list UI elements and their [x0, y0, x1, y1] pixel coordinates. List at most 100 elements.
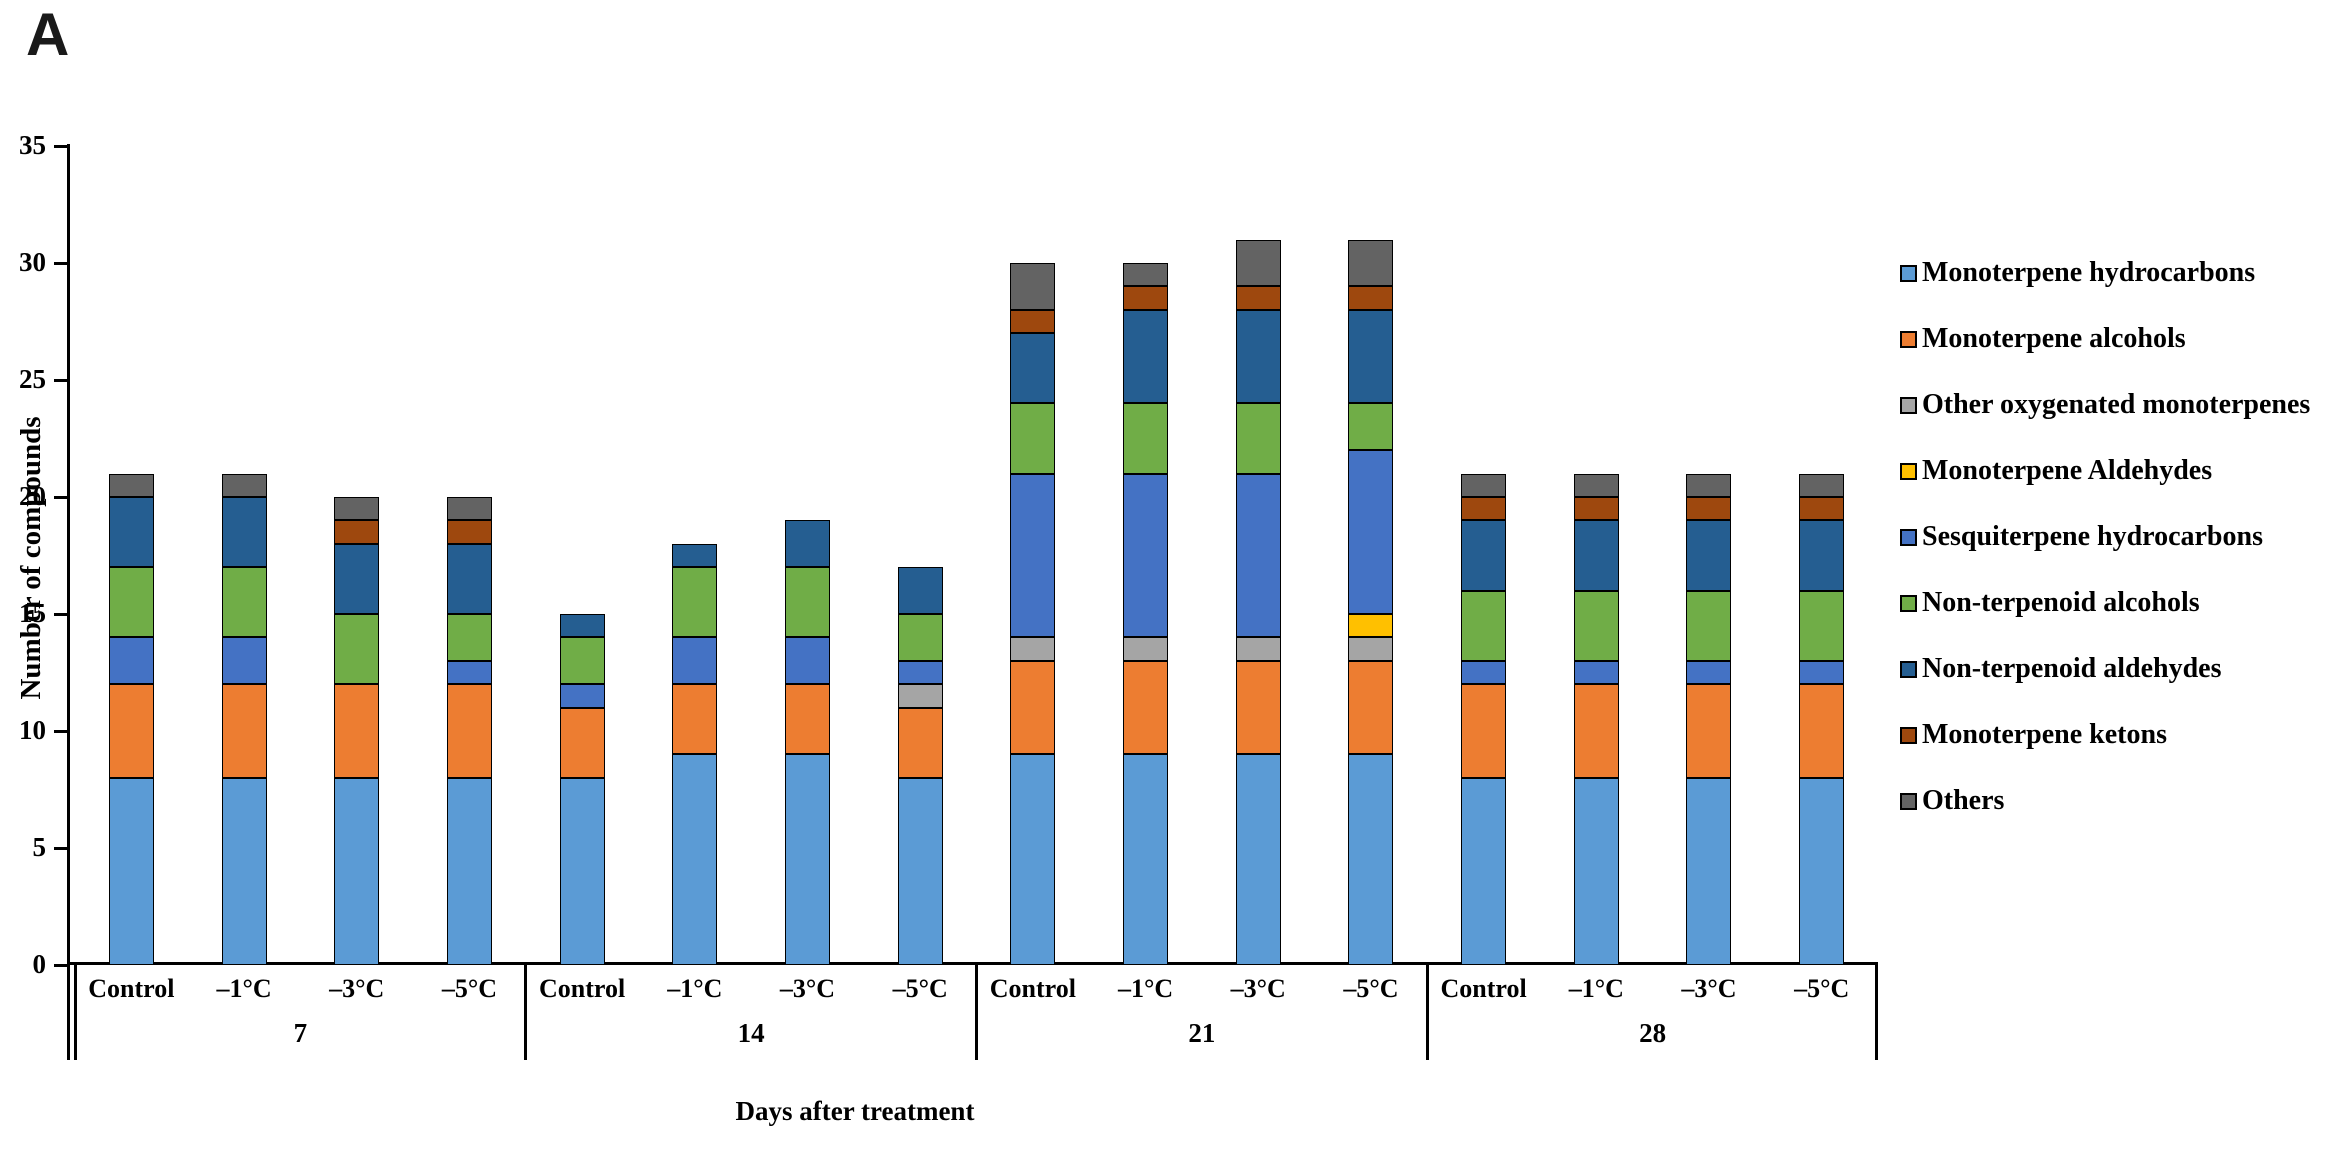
bar-segment-sesquiterpene-hydrocarbons: [559, 684, 605, 708]
bar-segment-non-terpenoid-alcohols: [108, 567, 154, 637]
category-label: –1°C: [1117, 974, 1174, 1003]
bar-segment-non-terpenoid-aldehydes: [1010, 333, 1056, 403]
bar-segment-monoterpene-hydrocarbons: [221, 778, 267, 965]
bar-segment-non-terpenoid-aldehydes: [1686, 520, 1732, 591]
legend-label: Sesquiterpene hydrocarbons: [1922, 521, 2263, 552]
bar-segment-non-terpenoid-aldehydes: [108, 497, 154, 567]
bar-segment-non-terpenoid-aldehydes: [1235, 310, 1281, 403]
group-label: 14: [737, 1018, 765, 1048]
category-label: Control: [88, 974, 175, 1003]
bar-segment-others: [1686, 474, 1732, 497]
legend-label: Monoterpene alcohols: [1922, 323, 2186, 354]
tier-separator: [975, 965, 978, 1060]
category-label: –1°C: [667, 974, 723, 1003]
bar-segment-other-oxygenated-monoterpenes: [897, 684, 943, 708]
bar-segment-monoterpene-hydrocarbons: [559, 778, 605, 965]
legend-swatch-icon: [1900, 726, 1917, 744]
bar-segment-other-oxygenated-monoterpenes: [1010, 637, 1056, 661]
bar-segment-sesquiterpene-hydrocarbons: [221, 637, 267, 684]
legend-item-other-oxygenated-monoterpenes: Other oxygenated monoterpenes: [1900, 390, 2310, 420]
y-tick-label: 5: [32, 832, 47, 862]
bar-segment-sesquiterpene-hydrocarbons: [1686, 661, 1732, 684]
bar-segment-monoterpene-ketons: [1461, 497, 1507, 520]
group-label: 21: [1188, 1018, 1216, 1048]
bar-segment-monoterpene-hydrocarbons: [1461, 778, 1507, 965]
bar-segment-others: [1010, 263, 1056, 310]
bar-segment-monoterpene-hydrocarbons: [1123, 754, 1169, 965]
bar-segment-non-terpenoid-aldehydes: [1461, 520, 1507, 591]
bar-segment-non-terpenoid-alcohols: [1010, 403, 1056, 474]
bar-segment-sesquiterpene-hydrocarbons: [1461, 661, 1507, 684]
bar-segment-monoterpene-hydrocarbons: [1799, 778, 1845, 965]
y-tick-label: 0: [32, 949, 47, 979]
bar-segment-others: [1799, 474, 1845, 497]
bar-segment-monoterpene-alcohols: [672, 684, 718, 754]
bar-segment-non-terpenoid-aldehydes: [784, 520, 830, 567]
bar-segment-monoterpene-hydrocarbons: [108, 778, 154, 965]
tier-separator: [73, 965, 77, 1060]
legend-swatch-icon: [1900, 528, 1917, 546]
bar-segment-monoterpene-hydrocarbons: [446, 778, 492, 965]
legend-item-sesquiterpene-hydrocarbons: Sesquiterpene hydrocarbons: [1900, 522, 2263, 552]
bar-segment-sesquiterpene-hydrocarbons: [446, 661, 492, 684]
bar-segment-others: [1573, 474, 1619, 497]
category-label: –5°C: [892, 974, 948, 1003]
y-tick-mark: [54, 612, 67, 616]
bar-segment-non-terpenoid-alcohols: [1348, 403, 1394, 450]
legend-swatch-icon: [1900, 396, 1917, 414]
bar-segment-monoterpene-hydrocarbons: [1235, 754, 1281, 965]
bar-segment-non-terpenoid-aldehydes: [221, 497, 267, 567]
bar-segment-non-terpenoid-alcohols: [897, 614, 943, 661]
bar-segment-monoterpene-ketons: [1235, 286, 1281, 310]
legend-swatch-icon: [1900, 264, 1917, 282]
panel-label: A: [26, 1, 70, 68]
category-label: –3°C: [329, 974, 385, 1003]
bar-segment-non-terpenoid-alcohols: [221, 567, 267, 637]
bar-segment-sesquiterpene-hydrocarbons: [784, 637, 830, 684]
bar-segment-non-terpenoid-aldehydes: [1799, 520, 1845, 591]
legend-item-monoterpene-alcohols: Monoterpene alcohols: [1900, 324, 2186, 354]
bar-segment-monoterpene-alcohols: [221, 684, 267, 778]
x-axis-title: Days after treatment: [735, 1096, 975, 1126]
bar-segment-monoterpene-hydrocarbons: [1010, 754, 1056, 965]
legend-item-monoterpene-ketons: Monoterpene ketons: [1900, 720, 2167, 750]
bar-segment-monoterpene-aldehydes: [1348, 614, 1394, 637]
legend-item-monoterpene-hydrocarbons: Monoterpene hydrocarbons: [1900, 258, 2255, 288]
bar-segment-monoterpene-alcohols: [1461, 684, 1507, 778]
bar-segment-sesquiterpene-hydrocarbons: [1235, 474, 1281, 637]
category-label: –3°C: [779, 974, 836, 1003]
legend-swatch-icon: [1900, 462, 1917, 480]
bar-segment-monoterpene-hydrocarbons: [334, 778, 380, 965]
bar-segment-non-terpenoid-aldehydes: [1573, 520, 1619, 591]
bar-segment-other-oxygenated-monoterpenes: [1348, 637, 1394, 661]
bar-segment-monoterpene-ketons: [446, 520, 492, 544]
legend-item-monoterpene-aldehydes: Monoterpene Aldehydes: [1900, 456, 2212, 486]
bar-segment-monoterpene-hydrocarbons: [784, 754, 830, 965]
bar-segment-monoterpene-alcohols: [1123, 661, 1169, 754]
legend-swatch-icon: [1900, 792, 1917, 810]
category-label: –3°C: [1681, 974, 1737, 1003]
bar-segment-sesquiterpene-hydrocarbons: [108, 637, 154, 684]
legend-label: Monoterpene Aldehydes: [1922, 455, 2213, 486]
bar-segment-non-terpenoid-alcohols: [1799, 591, 1845, 661]
y-tick-mark: [54, 846, 67, 850]
legend-label: Others: [1922, 785, 2005, 816]
bar-segment-non-terpenoid-alcohols: [334, 614, 380, 684]
tier-separator: [524, 965, 528, 1060]
bar-segment-monoterpene-ketons: [1686, 497, 1732, 520]
bar-segment-sesquiterpene-hydrocarbons: [897, 661, 943, 684]
bar-segment-monoterpene-ketons: [1799, 497, 1845, 520]
bar-segment-monoterpene-alcohols: [1686, 684, 1732, 778]
bar-segment-others: [334, 497, 380, 520]
bar-segment-sesquiterpene-hydrocarbons: [1799, 661, 1845, 684]
category-label: Control: [989, 974, 1076, 1003]
category-label: –5°C: [441, 974, 497, 1003]
bar-segment-non-terpenoid-alcohols: [1573, 591, 1619, 661]
category-label: –1°C: [216, 974, 272, 1003]
category-label: –5°C: [1343, 974, 1399, 1003]
bar-segment-monoterpene-ketons: [1348, 286, 1394, 310]
bar-segment-monoterpene-hydrocarbons: [1348, 754, 1394, 965]
category-label: –3°C: [1230, 974, 1286, 1003]
y-axis-line: [67, 144, 70, 1060]
bar-segment-non-terpenoid-alcohols: [559, 637, 605, 684]
